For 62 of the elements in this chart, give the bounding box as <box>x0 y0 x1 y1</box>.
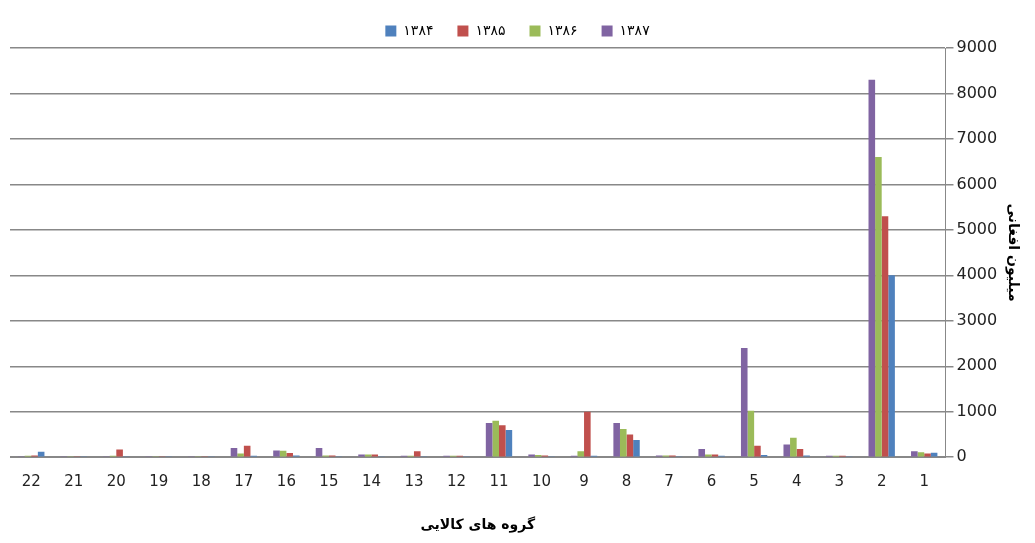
bar <box>413 451 421 457</box>
bar <box>698 449 706 457</box>
x-tick-label: 6 <box>706 472 717 491</box>
bar <box>584 411 591 457</box>
x-tick-label: 2 <box>876 472 887 491</box>
x-tick-label: 20 <box>106 472 126 491</box>
y-tick-label: 5000 <box>956 219 998 239</box>
x-tick-label: 18 <box>191 472 211 491</box>
x-tick-label: 12 <box>446 472 467 491</box>
x-tick-label: 10 <box>531 472 552 491</box>
x-tick-label: 9 <box>579 472 589 491</box>
bar <box>875 157 882 457</box>
x-tick-label: 7 <box>664 472 674 491</box>
x-tick-label: 1 <box>919 472 929 491</box>
bar <box>499 425 506 457</box>
bar <box>754 445 761 457</box>
x-tick-label: 14 <box>361 472 381 491</box>
y-tick-label: 7000 <box>956 128 998 148</box>
legend-label: ۱۳۸۴ <box>403 21 434 38</box>
x-tick-label: 19 <box>149 472 169 491</box>
y-tick-label: 2000 <box>956 355 998 375</box>
x-tick-label: 13 <box>404 472 424 491</box>
y-tick-label: 3000 <box>956 309 998 329</box>
y-tick-label: 1000 <box>956 400 998 420</box>
bar <box>619 429 627 457</box>
bar <box>868 79 876 457</box>
legend-label: ۱۳۸۷ <box>619 21 651 38</box>
y-tick-label: 9000 <box>956 37 998 57</box>
y-tick-label: 4000 <box>956 264 998 284</box>
bar <box>783 444 791 457</box>
bar <box>273 450 280 457</box>
bar <box>626 434 634 457</box>
x-tick-label: 21 <box>64 472 84 491</box>
x-tick-label: 4 <box>791 472 802 491</box>
bar <box>881 216 889 457</box>
y-tick-label: 6000 <box>956 173 998 193</box>
x-tick-label: 16 <box>276 472 296 491</box>
bar <box>613 423 620 457</box>
bar <box>116 449 123 457</box>
y-tick-label: 0 <box>956 446 967 466</box>
bar <box>577 451 585 457</box>
y-tick-label: 8000 <box>956 82 998 102</box>
bar <box>485 423 493 457</box>
x-tick-label: 22 <box>21 472 41 491</box>
bar <box>790 437 797 457</box>
x-axis-title: گروه های کالایی <box>420 516 536 534</box>
x-tick-label: 15 <box>319 472 339 491</box>
x-tick-label: 17 <box>234 472 254 491</box>
legend-label: ۱۳۸۵ <box>475 21 506 38</box>
x-tick-label: 3 <box>834 472 844 491</box>
bar <box>747 410 755 457</box>
x-tick-label: 5 <box>749 472 759 491</box>
legend-label: ۱۳۸۶ <box>547 21 578 38</box>
x-tick-label: 8 <box>621 472 632 491</box>
bar <box>492 420 499 457</box>
bar <box>888 275 895 457</box>
bar <box>286 453 293 457</box>
bar <box>633 439 640 457</box>
bar <box>740 348 748 457</box>
x-tick-label: 11 <box>489 472 509 491</box>
y-axis-title: میلیون افغانی <box>1004 203 1022 302</box>
bar <box>911 451 918 457</box>
